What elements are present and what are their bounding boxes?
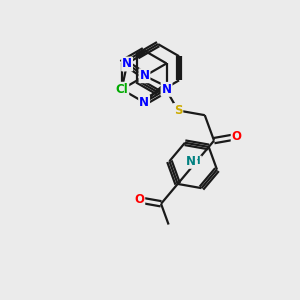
- Text: S: S: [174, 104, 182, 117]
- Text: N: N: [122, 58, 132, 70]
- Text: H: H: [192, 156, 201, 167]
- Text: N: N: [162, 83, 172, 96]
- Text: Cl: Cl: [116, 83, 128, 96]
- Text: O: O: [232, 130, 242, 143]
- Text: O: O: [134, 194, 144, 206]
- Text: N: N: [140, 69, 149, 82]
- Text: N: N: [139, 96, 149, 109]
- Text: N: N: [186, 155, 196, 168]
